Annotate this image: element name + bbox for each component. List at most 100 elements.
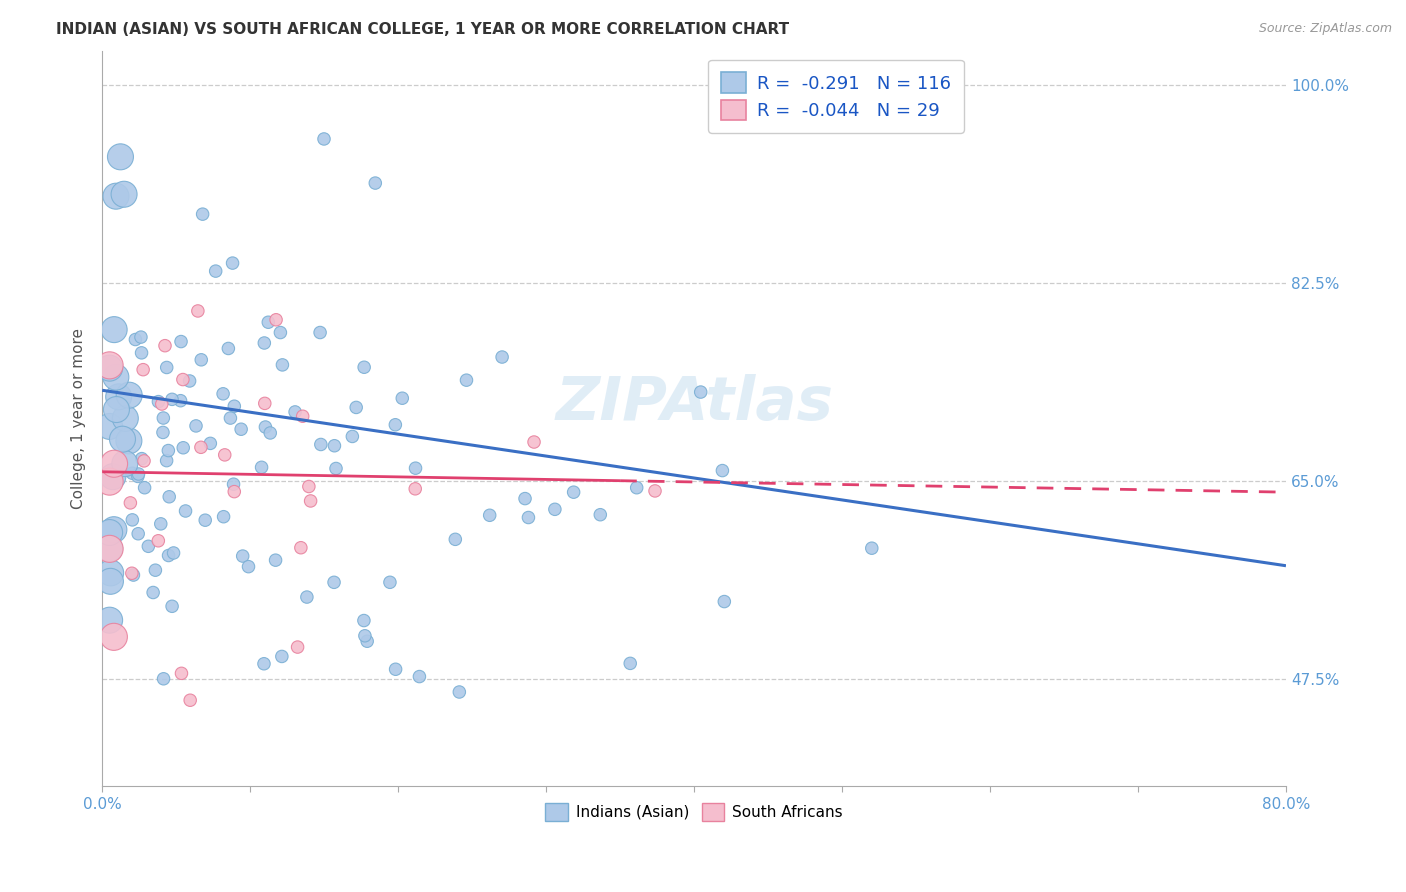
Point	[354, 629, 377, 643]
Point	[391, 391, 413, 405]
Point	[232, 549, 254, 563]
Point	[170, 334, 193, 349]
Point	[98, 419, 121, 434]
Point	[269, 326, 291, 340]
Point	[589, 508, 612, 522]
Point	[253, 657, 276, 671]
Point	[187, 304, 209, 318]
Point	[224, 484, 246, 499]
Point	[353, 360, 375, 375]
Point	[491, 350, 513, 364]
Point	[134, 481, 156, 495]
Point	[156, 360, 179, 375]
Point	[253, 396, 276, 410]
Point	[152, 425, 174, 440]
Point	[157, 490, 180, 504]
Point	[253, 336, 276, 351]
Point	[309, 437, 332, 451]
Point	[325, 461, 347, 475]
Point	[190, 440, 212, 454]
Point	[270, 649, 292, 664]
Point	[127, 526, 149, 541]
Point	[222, 477, 245, 491]
Point	[104, 189, 127, 203]
Point	[221, 256, 243, 270]
Point	[118, 388, 141, 402]
Point	[312, 132, 335, 146]
Point	[103, 457, 125, 471]
Point	[523, 435, 546, 450]
Point	[98, 475, 121, 489]
Point	[204, 264, 226, 278]
Point	[132, 454, 155, 468]
Point	[152, 672, 174, 686]
Point	[291, 409, 314, 424]
Point	[309, 326, 332, 340]
Point	[174, 504, 197, 518]
Point	[103, 323, 125, 337]
Point	[191, 207, 214, 221]
Point	[121, 513, 143, 527]
Point	[110, 150, 132, 164]
Point	[713, 594, 735, 608]
Point	[290, 541, 312, 555]
Point	[562, 485, 585, 500]
Point	[128, 467, 150, 481]
Point	[644, 483, 666, 498]
Point	[323, 439, 346, 453]
Point	[711, 464, 734, 478]
Point	[124, 333, 146, 347]
Text: ZIPAtlas: ZIPAtlas	[555, 375, 834, 434]
Point	[105, 402, 128, 417]
Point	[250, 460, 273, 475]
Point	[150, 397, 173, 411]
Point	[456, 373, 478, 387]
Point	[131, 346, 153, 360]
Point	[103, 523, 125, 537]
Point	[254, 420, 277, 434]
Point	[114, 457, 136, 471]
Point	[157, 443, 180, 458]
Point	[149, 516, 172, 531]
Point	[145, 563, 167, 577]
Point	[103, 630, 125, 644]
Point	[353, 614, 375, 628]
Point	[860, 541, 883, 556]
Point	[114, 411, 136, 425]
Point	[127, 469, 149, 483]
Point	[384, 662, 406, 676]
Point	[100, 566, 122, 580]
Point	[284, 405, 307, 419]
Point	[142, 585, 165, 599]
Point	[98, 359, 121, 373]
Point	[257, 315, 280, 329]
Point	[344, 401, 367, 415]
Point	[148, 394, 170, 409]
Point	[405, 461, 427, 475]
Text: Source: ZipAtlas.com: Source: ZipAtlas.com	[1258, 22, 1392, 36]
Point	[219, 411, 242, 425]
Point	[112, 187, 135, 202]
Point	[129, 330, 152, 344]
Point	[295, 590, 318, 604]
Point	[626, 481, 648, 495]
Point	[449, 685, 471, 699]
Point	[157, 549, 180, 563]
Point	[120, 496, 142, 510]
Point	[231, 422, 253, 436]
Point	[517, 510, 540, 524]
Point	[404, 482, 426, 496]
Point	[152, 411, 174, 425]
Point	[238, 559, 260, 574]
Point	[179, 693, 201, 707]
Y-axis label: College, 1 year or more: College, 1 year or more	[72, 328, 86, 509]
Point	[619, 657, 641, 671]
Point	[121, 467, 143, 481]
Point	[98, 541, 121, 556]
Text: INDIAN (ASIAN) VS SOUTH AFRICAN COLLEGE, 1 YEAR OR MORE CORRELATION CHART: INDIAN (ASIAN) VS SOUTH AFRICAN COLLEGE,…	[56, 22, 789, 37]
Point	[214, 448, 236, 462]
Point	[264, 312, 287, 326]
Point	[287, 640, 309, 654]
Point	[170, 666, 193, 681]
Point	[169, 393, 191, 408]
